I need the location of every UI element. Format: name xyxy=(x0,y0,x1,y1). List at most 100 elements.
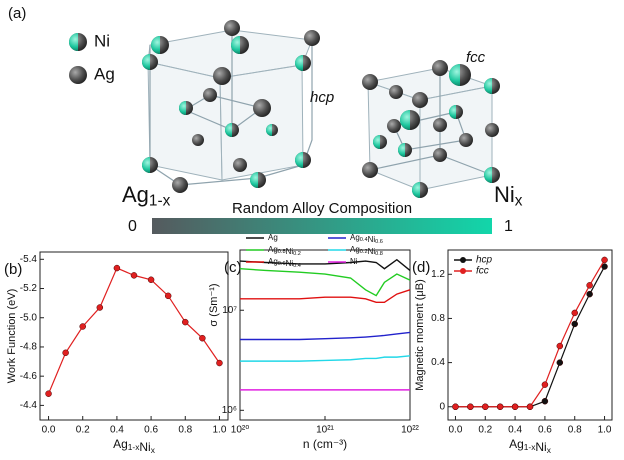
panel-label: (c) xyxy=(224,259,242,276)
atom xyxy=(398,143,412,157)
atom xyxy=(142,54,158,70)
data-point xyxy=(482,403,489,411)
atom xyxy=(387,119,401,133)
y-axis-label: Magnetic moment (μB) xyxy=(414,279,426,390)
y-tick-label: -4.4 xyxy=(20,400,38,411)
atom-body xyxy=(389,85,403,99)
atom xyxy=(224,20,240,36)
panel-label: (b) xyxy=(4,261,22,278)
data-point xyxy=(199,334,206,342)
x-axis-label: Ag1-xNix xyxy=(509,437,552,455)
legend-label: Ni xyxy=(94,31,110,50)
atom-half xyxy=(449,105,456,119)
series-line xyxy=(240,289,411,304)
atom xyxy=(142,157,158,173)
y-tick-label: 0.4 xyxy=(431,357,445,368)
composition-title: Random Alloy Composition xyxy=(232,200,412,217)
data-point xyxy=(496,403,504,411)
atoms xyxy=(69,20,500,198)
atom-body xyxy=(362,162,378,178)
data-point xyxy=(556,342,564,350)
x-tick-label: 0.8 xyxy=(178,425,192,436)
atom-body xyxy=(253,99,271,117)
atom-half xyxy=(231,36,240,54)
atom xyxy=(203,88,217,102)
x-tick-label: 0.8 xyxy=(568,425,582,436)
x-axis-label: Ag1-xNix xyxy=(113,437,156,455)
atom xyxy=(231,36,249,54)
atom-half xyxy=(179,101,186,115)
atom-body xyxy=(362,74,378,90)
atom-half xyxy=(484,78,492,94)
atom xyxy=(250,172,266,188)
data-point xyxy=(182,318,189,326)
x-tick-label: 0.0 xyxy=(449,425,463,436)
data-point xyxy=(586,290,593,298)
y-tick-label: -5.0 xyxy=(20,312,38,323)
atom-half xyxy=(142,157,150,173)
legend-label: Ag0.6Ni0.4 xyxy=(268,257,301,269)
atom xyxy=(172,177,188,193)
atom-half xyxy=(449,64,460,86)
data-point xyxy=(556,359,564,366)
structure-label: hcp xyxy=(310,89,334,106)
data-point xyxy=(541,381,549,388)
composition-left: Ag1-x xyxy=(122,182,171,210)
x-tick-label: 0.0 xyxy=(42,425,56,436)
atom xyxy=(485,123,499,137)
data-point xyxy=(571,320,578,328)
atom xyxy=(295,152,311,168)
y-tick-label: -4.6 xyxy=(20,371,38,382)
atom-body xyxy=(459,133,473,147)
legend-label: Ag0.2Ni0.8 xyxy=(350,245,383,257)
atom xyxy=(69,66,87,84)
atom xyxy=(433,118,447,132)
x-tick-label: 0.6 xyxy=(538,425,552,436)
atom xyxy=(432,60,448,76)
data-point xyxy=(526,403,534,411)
y-tick-label: 0 xyxy=(439,401,445,412)
series-line xyxy=(47,267,220,394)
x-tick-label: 0.6 xyxy=(144,425,158,436)
data-point xyxy=(96,304,104,311)
atom-half xyxy=(266,124,272,136)
atom xyxy=(362,74,378,90)
plot-frame xyxy=(39,251,229,421)
atom-half xyxy=(484,167,492,183)
data-point xyxy=(467,403,474,411)
atom-body xyxy=(433,118,447,132)
data-point xyxy=(586,282,593,289)
atom xyxy=(449,105,463,119)
series-line xyxy=(239,268,411,297)
y-tick-label: 10⁷ xyxy=(222,305,237,316)
series-line xyxy=(240,331,411,341)
data-point xyxy=(511,403,519,411)
atom xyxy=(295,55,311,71)
atom xyxy=(225,123,239,137)
atom-body xyxy=(213,67,231,85)
series-line xyxy=(240,355,411,362)
structure-label: fcc xyxy=(466,49,486,66)
atom-body xyxy=(304,30,320,46)
atom xyxy=(213,67,231,85)
atom xyxy=(412,182,428,198)
data-point xyxy=(164,292,172,300)
atom-body xyxy=(192,134,204,146)
atom-body xyxy=(233,158,247,172)
legend-marker xyxy=(460,268,466,274)
x-tick-label: 0.2 xyxy=(76,425,90,436)
legend-label: Ag xyxy=(268,233,278,242)
atom-body xyxy=(69,66,87,84)
data-point xyxy=(601,263,608,270)
series-line xyxy=(455,266,606,408)
hcp-cell xyxy=(147,29,313,186)
composition-max: 1 xyxy=(504,218,513,235)
atom xyxy=(484,167,500,183)
atom-body xyxy=(412,92,428,108)
atom-half xyxy=(250,172,258,188)
legend-label: fcc xyxy=(476,266,489,277)
atom-body xyxy=(172,177,188,193)
x-tick-label: 0.4 xyxy=(110,425,124,436)
series-line xyxy=(455,259,606,408)
atom xyxy=(412,92,428,108)
